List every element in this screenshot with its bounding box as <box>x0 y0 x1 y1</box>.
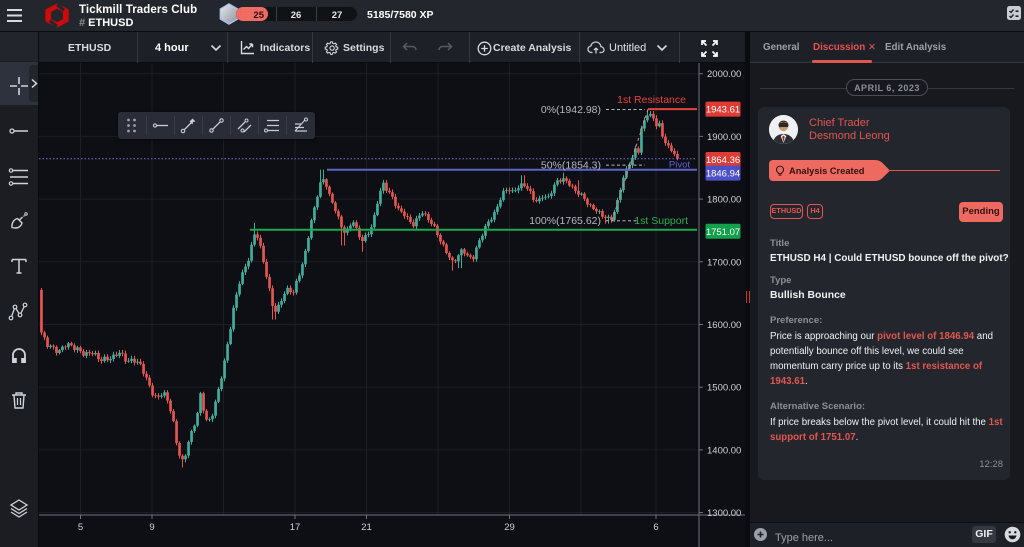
svg-text:1864.36: 1864.36 <box>706 155 740 166</box>
svg-text:1700.00: 1700.00 <box>707 257 741 268</box>
svg-text:1600.00: 1600.00 <box>707 320 741 331</box>
svg-text:9: 9 <box>149 522 154 533</box>
svg-text:6: 6 <box>653 522 658 533</box>
svg-text:2000.00: 2000.00 <box>707 69 741 80</box>
svg-text:5: 5 <box>78 522 83 533</box>
svg-text:1500.00: 1500.00 <box>707 383 741 394</box>
svg-text:1800.00: 1800.00 <box>707 195 741 206</box>
svg-text:17: 17 <box>290 522 301 533</box>
svg-text:0%(1942.98): 0%(1942.98) <box>541 104 601 116</box>
svg-text:1900.00: 1900.00 <box>707 132 741 143</box>
svg-text:1751.07: 1751.07 <box>706 227 740 238</box>
svg-text:1st Support: 1st Support <box>634 215 688 227</box>
svg-text:100%(1765.62): 100%(1765.62) <box>529 215 601 227</box>
svg-text:29: 29 <box>504 522 515 533</box>
svg-text:21: 21 <box>361 522 372 533</box>
svg-text:1943.61: 1943.61 <box>706 105 740 116</box>
svg-text:Pivot: Pivot <box>669 160 690 171</box>
svg-text:50%(1854.3): 50%(1854.3) <box>541 160 601 172</box>
svg-text:1846.94: 1846.94 <box>706 169 740 180</box>
svg-text:1st Resistance: 1st Resistance <box>617 94 686 106</box>
svg-text:1400.00: 1400.00 <box>707 445 741 456</box>
svg-text:1300.00: 1300.00 <box>707 508 741 519</box>
